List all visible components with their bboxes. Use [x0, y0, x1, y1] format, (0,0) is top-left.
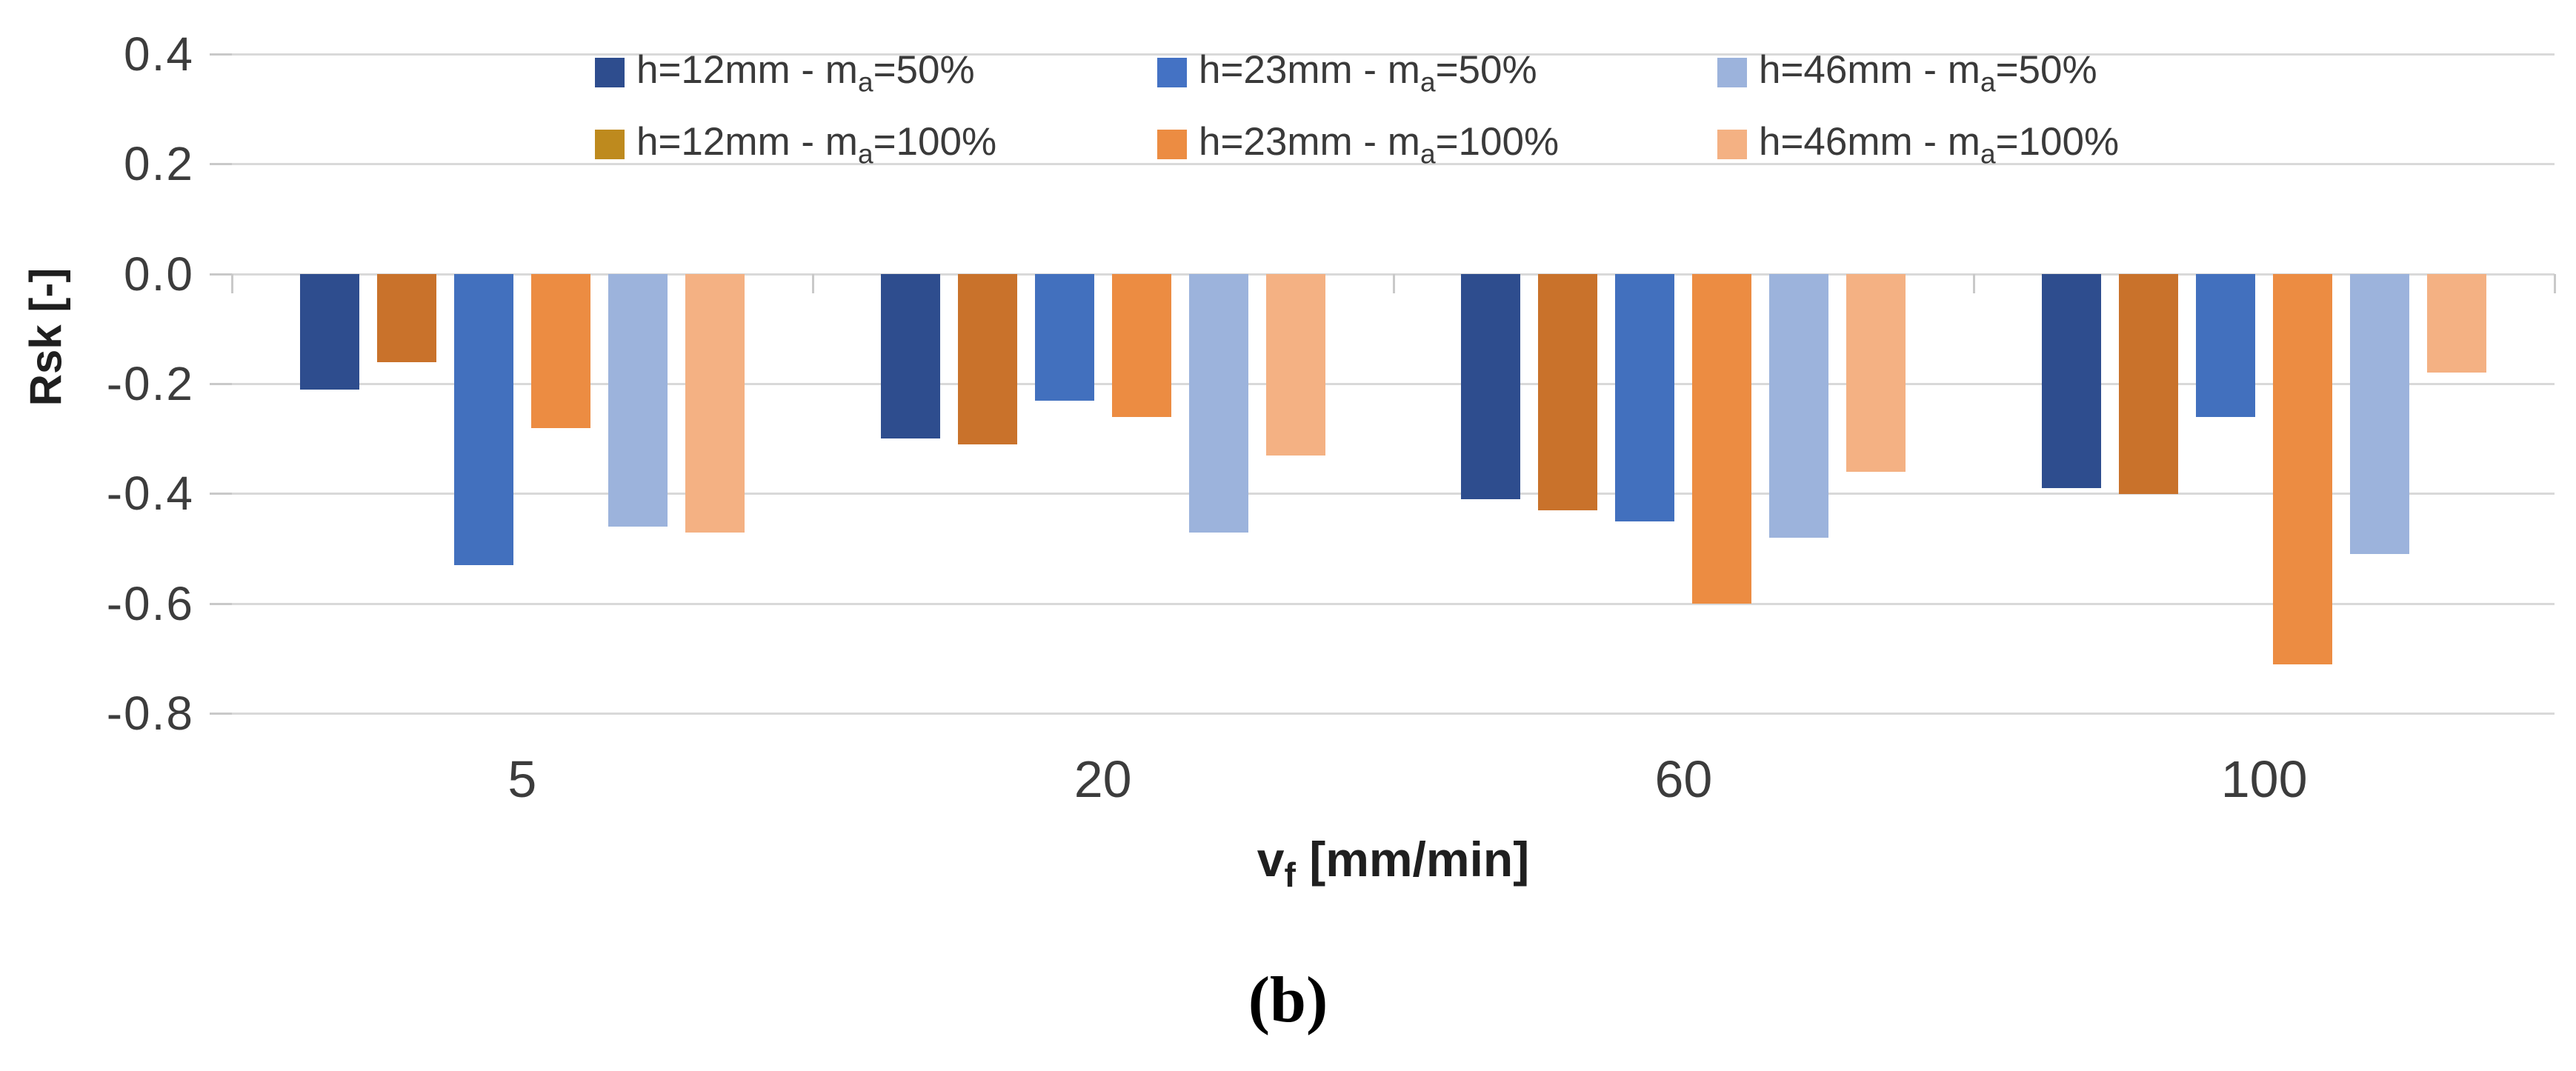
bar-group [813, 273, 1394, 533]
bar [299, 273, 359, 390]
bar [1461, 273, 1521, 499]
bar [1111, 273, 1171, 417]
gridline [232, 163, 2555, 166]
bar [2119, 273, 2179, 494]
legend-item: h=23mm - ma=100% [1157, 120, 1559, 169]
bar [608, 273, 668, 527]
y-axis-tick-mark [210, 713, 232, 715]
category-label: 100 [2220, 750, 2308, 808]
legend-swatch [1157, 58, 1187, 87]
bar [2042, 273, 2102, 488]
bar [530, 273, 590, 428]
x-axis-title: vf [mm/min] [232, 831, 2555, 895]
y-axis-tick-label: 0.2 [124, 137, 194, 191]
bar [453, 273, 513, 565]
legend-label: h=46mm - ma=100% [1759, 119, 2120, 170]
x-axis-boundary-tick [2554, 273, 2556, 293]
legend: h=12mm - ma=50% h=23mm - ma=50% h=46mm - m… [0, 0, 2576, 193]
legend-item: h=46mm - ma=100% [1717, 120, 2119, 169]
bar [685, 273, 745, 533]
y-axis-tick-labels: 0.4 0.2 0.0 -0.2 -0.4 -0.6 -0.8 [0, 27, 194, 740]
y-axis-tick-label: -0.4 [106, 467, 194, 521]
legend-swatch [1157, 130, 1187, 159]
legend-item: h=46mm - ma=50% [1717, 48, 2097, 97]
bar-group [1974, 273, 2555, 664]
bar [2427, 273, 2487, 373]
bar [1188, 273, 1248, 533]
bar [1846, 273, 1906, 472]
x-axis-category-labels: 5 20 60 100 [232, 750, 2555, 809]
legend-label: h=23mm - ma=100% [1199, 119, 1560, 170]
legend-label: h=23mm - ma=50% [1199, 47, 1537, 98]
bar-group [232, 273, 813, 565]
x-axis-boundary-tick [231, 273, 233, 293]
gridline [232, 602, 2555, 605]
category-label: 60 [1654, 750, 1713, 808]
category-label: 20 [1074, 750, 1132, 808]
bar [1265, 273, 1325, 456]
bar [2196, 273, 2256, 417]
bar [1615, 273, 1675, 521]
x-axis-boundary-tick [1973, 273, 1976, 293]
y-axis-tick-label: 0.4 [124, 27, 194, 81]
legend-label: h=12mm - ma=100% [636, 119, 997, 170]
bar [2350, 273, 2410, 554]
gridline [232, 53, 2555, 56]
legend-item: h=23mm - ma=50% [1157, 48, 1537, 97]
bar [957, 273, 1017, 444]
x-axis-title-units: [mm/min] [1295, 832, 1530, 887]
gridline [232, 383, 2555, 385]
legend-swatch [595, 58, 625, 87]
x-axis-boundary-tick [811, 273, 814, 293]
legend-label: h=12mm - ma=50% [636, 47, 975, 98]
plot-area [232, 53, 2555, 715]
bar [1769, 273, 1829, 538]
bar [2273, 273, 2333, 664]
gridline [232, 493, 2555, 496]
gridline [232, 713, 2555, 715]
y-axis-tick-mark [210, 493, 232, 496]
y-axis-tick-mark [210, 273, 232, 276]
bar [880, 273, 940, 438]
legend-swatch [1717, 130, 1747, 159]
y-axis-tick-label: 0.0 [124, 247, 194, 301]
y-axis-tick-label: -0.8 [106, 687, 194, 740]
bar-group [1394, 273, 1974, 604]
legend-label: h=46mm - ma=50% [1759, 47, 2097, 98]
legend-swatch [1717, 58, 1747, 87]
bar [376, 273, 436, 362]
legend-item: h=12mm - ma=100% [595, 120, 996, 169]
y-axis-tick-label: -0.6 [106, 576, 194, 630]
x-axis-title-symbol: v [1257, 832, 1285, 887]
x-axis-boundary-tick [1392, 273, 1395, 293]
figure-caption: (b) [1248, 964, 1328, 1036]
category-label: 5 [507, 750, 537, 808]
bar [1034, 273, 1094, 401]
y-axis-tick-mark [210, 53, 232, 56]
y-axis-tick-mark [210, 602, 232, 605]
bar [1692, 273, 1752, 604]
y-axis-tick-label: -0.2 [106, 357, 194, 410]
legend-swatch [595, 130, 625, 159]
y-axis-tick-mark [210, 163, 232, 166]
y-axis-tick-mark [210, 383, 232, 385]
bar [1538, 273, 1598, 510]
legend-item: h=12mm - ma=50% [595, 48, 975, 97]
x-axis-title-subscript: f [1284, 855, 1296, 895]
